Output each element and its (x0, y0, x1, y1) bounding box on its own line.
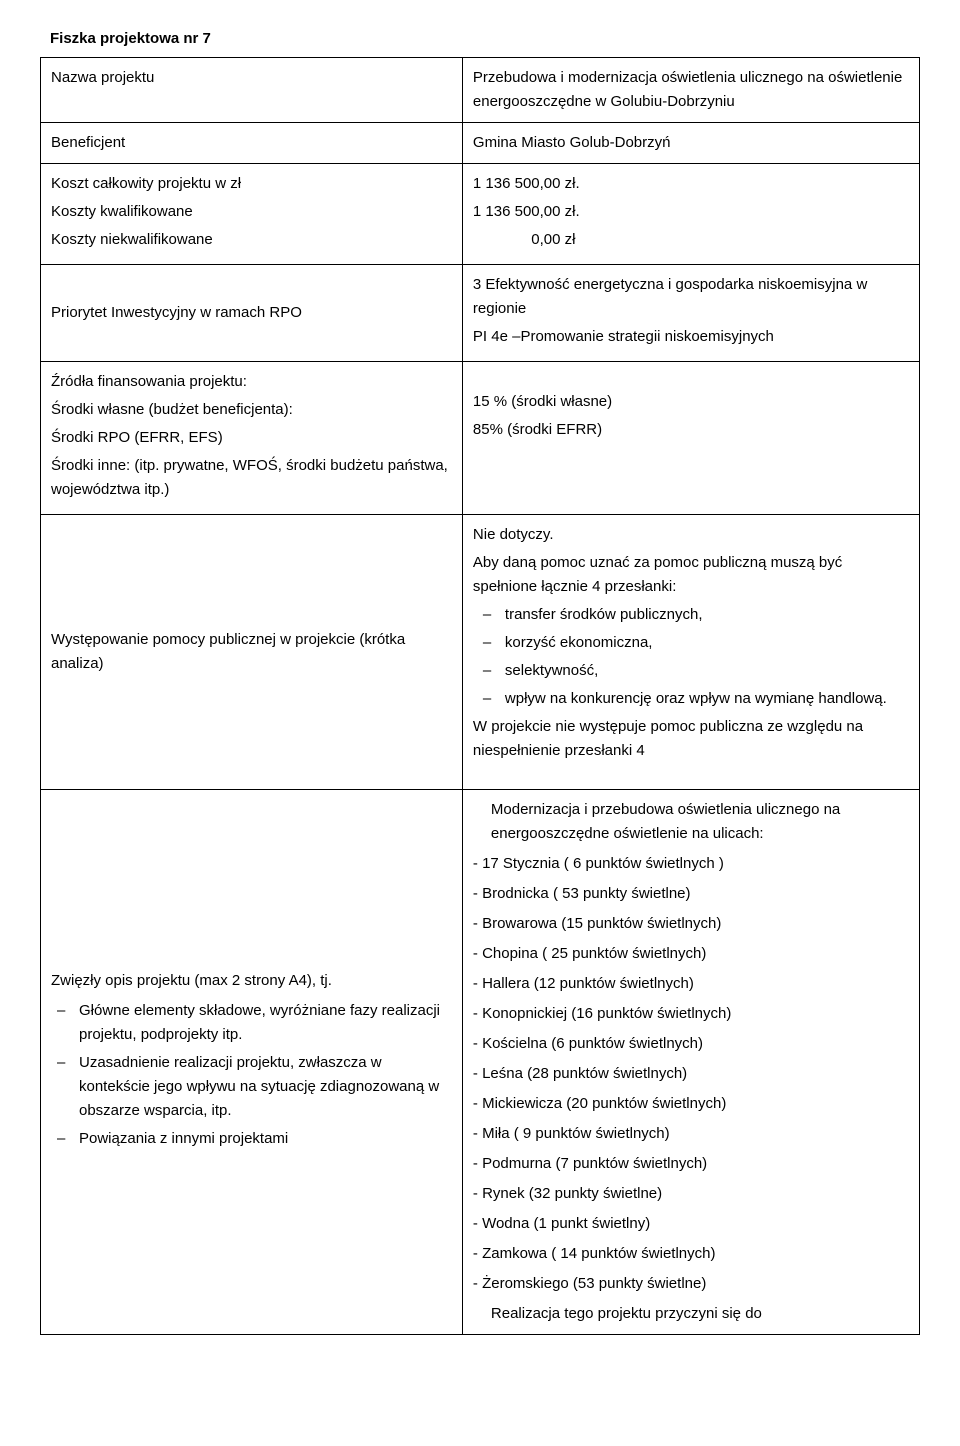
street-6: - Konopnickiej (16 punktów świetlnych) (473, 1002, 909, 1026)
street-14: - Zamkowa ( 14 punktów świetlnych) (473, 1242, 909, 1266)
value-public-aid: Nie dotyczy. Aby daną pomoc uznać za pom… (462, 515, 919, 790)
value-description: Modernizacja i przebudowa oświetlenia ul… (462, 790, 919, 1335)
document-title: Fiszka projektowa nr 7 (50, 30, 920, 47)
table-row: Koszt całkowity projektu w zł Koszty kwa… (41, 164, 920, 265)
desc-intro: Modernizacja i przebudowa oświetlenia ul… (473, 798, 909, 846)
street-15: - Żeromskiego (53 punkty świetlne) (473, 1272, 909, 1296)
desc-outro: Realizacja tego projektu przyczyni się d… (473, 1302, 909, 1326)
desc-bullet-3: Powiązania z innymi projektami (51, 1127, 452, 1151)
project-table: Nazwa projektu Przebudowa i modernizacja… (40, 57, 920, 1335)
table-row: Priorytet Inwestycyjny w ramach RPO 3 Ef… (41, 265, 920, 362)
street-8: - Leśna (28 punktów świetlnych) (473, 1062, 909, 1086)
street-3: - Browarowa (15 punktów świetlnych) (473, 912, 909, 936)
street-4: - Chopina ( 25 punktów świetlnych) (473, 942, 909, 966)
table-row: Występowanie pomocy publicznej w projekc… (41, 515, 920, 790)
cost-total-value: 1 136 500,00 zł. (473, 172, 909, 196)
cost-qualified-label: Koszty kwalifikowane (51, 200, 452, 224)
street-1: - 17 Stycznia ( 6 punktów świetlnych ) (473, 852, 909, 876)
desc-bullet-2: Uzasadnienie realizacji projektu, zwłasz… (51, 1051, 452, 1123)
value-beneficiary: Gmina Miasto Golub-Dobrzyń (462, 123, 919, 164)
desc-bullet-1: Główne elementy składowe, wyróżniane faz… (51, 999, 452, 1047)
aid-p1: Nie dotyczy. (473, 523, 909, 547)
aid-bullet-1: transfer środków publicznych, (473, 603, 909, 627)
street-9: - Mickiewicza (20 punktów świetlnych) (473, 1092, 909, 1116)
label-project-name: Nazwa projektu (41, 58, 463, 123)
street-2: - Brodnicka ( 53 punkty świetlne) (473, 882, 909, 906)
cost-unqualified-value: 0,00 zł (473, 228, 909, 252)
financing-other-label: Środki inne: (itp. prywatne, WFOŚ, środk… (51, 454, 452, 502)
desc-bullets: Główne elementy składowe, wyróżniane faz… (51, 999, 452, 1151)
desc-heading: Zwięzły opis projektu (max 2 strony A4),… (51, 969, 452, 993)
aid-bullet-2: korzyść ekonomiczna, (473, 631, 909, 655)
cost-total-label: Koszt całkowity projektu w zł (51, 172, 452, 196)
value-costs: 1 136 500,00 zł. 1 136 500,00 zł. 0,00 z… (462, 164, 919, 265)
label-description: Zwięzły opis projektu (max 2 strony A4),… (41, 790, 463, 1335)
street-13: - Wodna (1 punkt świetlny) (473, 1212, 909, 1236)
financing-own-value: 15 % (środki własne) (473, 390, 909, 414)
cost-qualified-value: 1 136 500,00 zł. (473, 200, 909, 224)
label-costs: Koszt całkowity projektu w zł Koszty kwa… (41, 164, 463, 265)
street-12: - Rynek (32 punkty świetlne) (473, 1182, 909, 1206)
financing-own-label: Środki własne (budżet beneficjenta): (51, 398, 452, 422)
street-10: - Miła ( 9 punktów świetlnych) (473, 1122, 909, 1146)
table-row: Źródła finansowania projektu: Środki wła… (41, 362, 920, 515)
aid-p3: W projekcie nie występuje pomoc publiczn… (473, 715, 909, 763)
priority-line-2: PI 4e –Promowanie strategii niskoemisyjn… (473, 325, 909, 349)
aid-bullets: transfer środków publicznych, korzyść ek… (473, 603, 909, 711)
label-public-aid: Występowanie pomocy publicznej w projekc… (41, 515, 463, 790)
street-5: - Hallera (12 punktów świetlnych) (473, 972, 909, 996)
street-7: - Kościelna (6 punktów świetlnych) (473, 1032, 909, 1056)
spacer (473, 767, 909, 781)
street-11: - Podmurna (7 punktów świetlnych) (473, 1152, 909, 1176)
table-row: Beneficjent Gmina Miasto Golub-Dobrzyń (41, 123, 920, 164)
table-row: Nazwa projektu Przebudowa i modernizacja… (41, 58, 920, 123)
aid-p2: Aby daną pomoc uznać za pomoc publiczną … (473, 551, 909, 599)
label-priority: Priorytet Inwestycyjny w ramach RPO (41, 265, 463, 362)
cost-unqualified-label: Koszty niekwalifikowane (51, 228, 452, 252)
label-beneficiary: Beneficjent (41, 123, 463, 164)
financing-sources-label: Źródła finansowania projektu: (51, 370, 452, 394)
label-financing: Źródła finansowania projektu: Środki wła… (41, 362, 463, 515)
priority-line-1: 3 Efektywność energetyczna i gospodarka … (473, 273, 909, 321)
table-row: Zwięzły opis projektu (max 2 strony A4),… (41, 790, 920, 1335)
value-project-name: Przebudowa i modernizacja oświetlenia ul… (462, 58, 919, 123)
value-priority: 3 Efektywność energetyczna i gospodarka … (462, 265, 919, 362)
aid-bullet-3: selektywność, (473, 659, 909, 683)
financing-efrr-value: 85% (środki EFRR) (473, 418, 909, 442)
financing-rpo-label: Środki RPO (EFRR, EFS) (51, 426, 452, 450)
aid-bullet-4: wpływ na konkurencję oraz wpływ na wymia… (473, 687, 909, 711)
value-financing: 15 % (środki własne) 85% (środki EFRR) (462, 362, 919, 515)
